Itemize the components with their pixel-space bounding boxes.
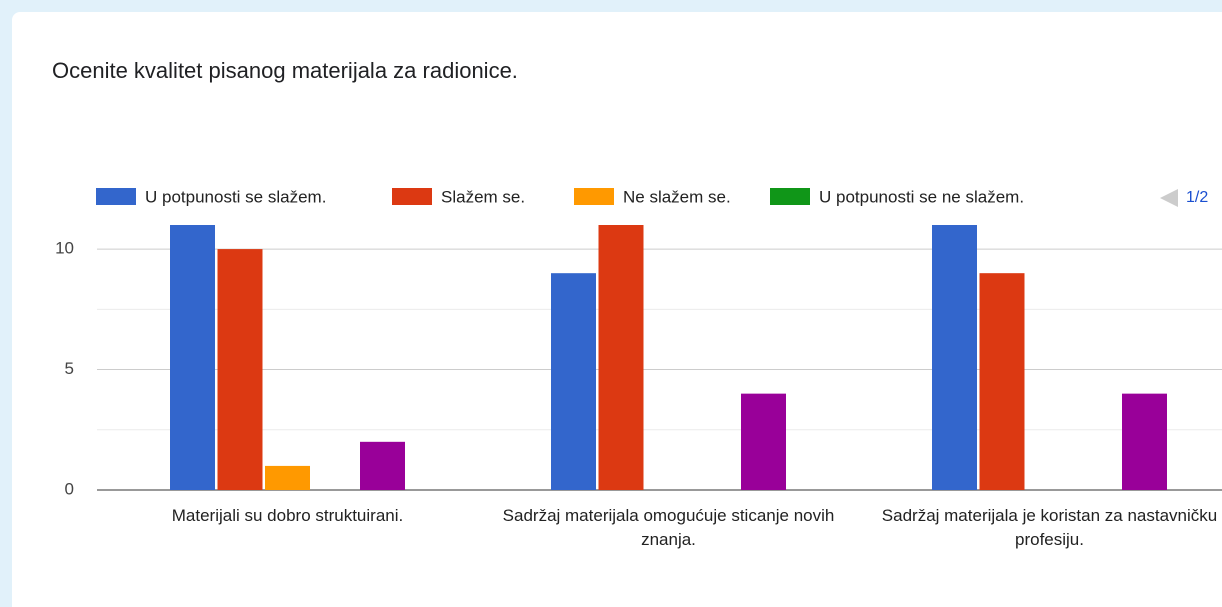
legend-swatch (96, 188, 136, 205)
chart-title: Ocenite kvalitet pisanog materijala za r… (52, 58, 518, 83)
legend-page: 1/2 (1186, 189, 1208, 206)
bar (217, 249, 263, 490)
legend-label: Slažem se. (441, 187, 525, 206)
y-tick-label: 0 (65, 479, 74, 498)
bar (979, 273, 1025, 490)
bar (741, 393, 786, 490)
legend-label: U potpunosti se slažem. (145, 187, 326, 206)
bar (170, 225, 215, 490)
y-tick-label: 10 (55, 239, 74, 258)
bar (932, 225, 977, 490)
bar (598, 225, 644, 490)
x-tick-label: Sadržaj materijala omogućuje sticanje no… (502, 506, 835, 549)
bar (360, 441, 405, 490)
legend-swatch (770, 188, 810, 205)
legend-label: U potpunosti se ne slažem. (819, 187, 1024, 206)
bar (1122, 393, 1167, 490)
bar (265, 465, 310, 490)
legend-prev-arrow (1160, 189, 1178, 207)
legend-swatch (574, 188, 614, 205)
bar (551, 273, 596, 490)
x-tick-label: Materijali su dobro struktuirani. (171, 506, 404, 525)
legend-label: Ne slažem se. (623, 187, 731, 206)
y-tick-label: 5 (65, 359, 74, 378)
legend-swatch (392, 188, 432, 205)
x-tick-label: Sadržaj materijala je koristan za nastav… (881, 506, 1218, 549)
